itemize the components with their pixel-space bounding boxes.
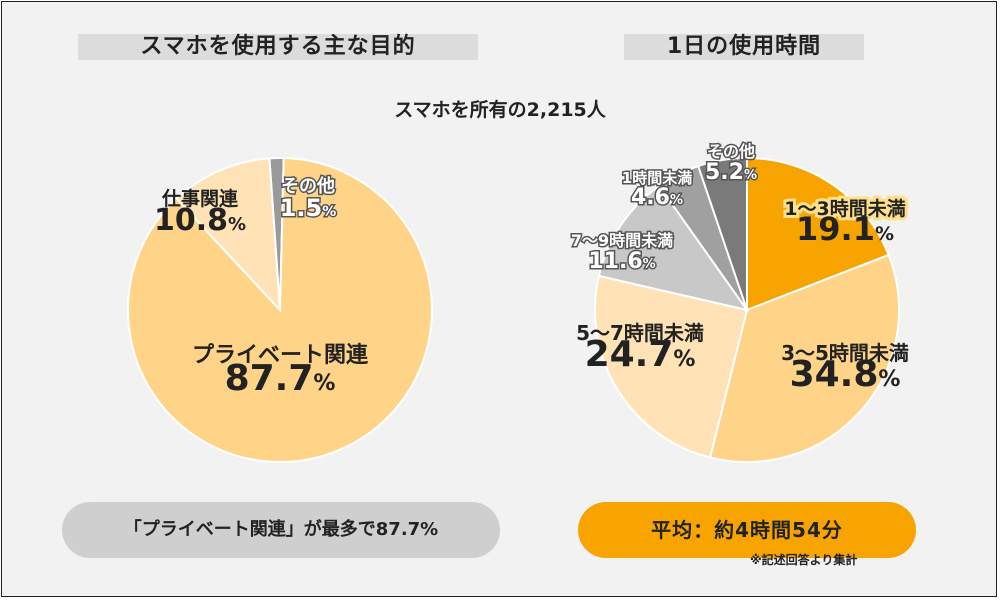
- pie-1-slice-2-number: 24.7: [585, 334, 674, 375]
- pie-0-slice-2-number: 10.8: [154, 203, 228, 238]
- pie-0-slice-1-number: 87.7: [225, 358, 314, 399]
- pie-1-slice-5-number: 5.2: [705, 160, 744, 185]
- pie-1-slice-1-unit: %: [878, 367, 900, 392]
- pie-0-slice-1-unit: %: [313, 371, 335, 396]
- pie-1-slice-5-unit: %: [744, 168, 757, 183]
- pie-0-slice-0-number: 1.5: [280, 194, 323, 222]
- summary-right-pill: 平均：約4時間54分: [578, 502, 916, 558]
- pie-1-slice-0-unit: %: [875, 223, 894, 245]
- pie-1-slice-3-label: 7〜9時間未満: [571, 231, 673, 250]
- footnote: ※記述回答より集計: [750, 551, 857, 568]
- pie-1-slice-0-number: 19.1: [796, 210, 875, 248]
- pie-1-slice-3-unit: %: [643, 257, 656, 272]
- pie-1-slice-5-label: その他: [707, 142, 755, 161]
- pie-0-slice-2-unit: %: [228, 214, 246, 235]
- pie-1-slice-1-number: 34.8: [790, 354, 879, 395]
- pie-1-slice-3-number: 11.6: [588, 249, 642, 274]
- pie-1-slice-4-number: 4.6: [631, 185, 670, 210]
- summary-left-pill: 「プライベート関連」が最多で87.7%: [62, 502, 500, 558]
- pie-0-slice-0-unit: %: [322, 204, 336, 220]
- pie-1-slice-2-unit: %: [673, 347, 695, 372]
- pie-1-slice-4-unit: %: [670, 193, 683, 208]
